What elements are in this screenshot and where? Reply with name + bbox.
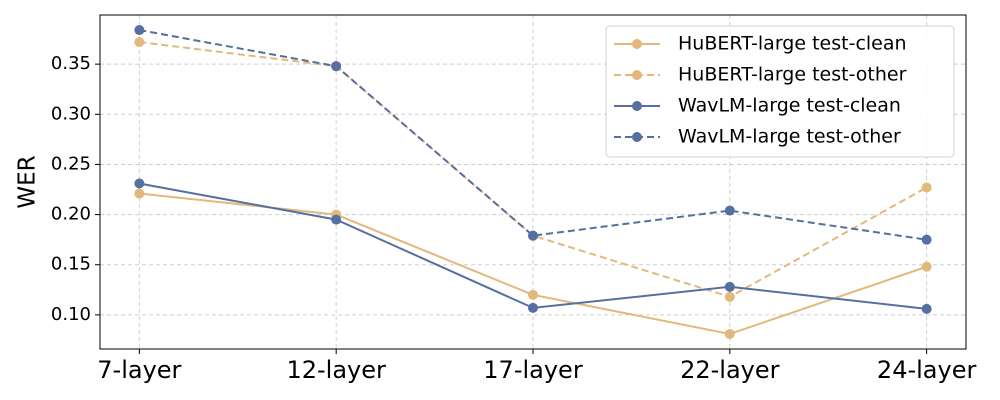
data-point (921, 303, 932, 314)
y-tick-label: 0.20 (51, 204, 91, 225)
x-tick-label: 7-layer (97, 356, 181, 384)
data-point (724, 291, 735, 302)
y-tick-label: 0.25 (51, 153, 91, 174)
legend-marker (632, 132, 642, 142)
data-point (134, 25, 145, 36)
data-point (724, 328, 735, 339)
y-tick-label: 0.35 (51, 53, 91, 74)
data-point (528, 289, 538, 300)
legend-marker (632, 39, 642, 49)
legend-marker (632, 70, 642, 80)
legend-label: HuBERT-large test-other (678, 64, 907, 86)
data-point (331, 214, 342, 225)
x-tick-label: 12-layer (286, 356, 386, 384)
legend-marker (632, 101, 642, 111)
x-tick-label: 17-layer (483, 356, 583, 384)
data-point (134, 188, 145, 199)
legend-label: WavLM-large test-clean (678, 95, 901, 117)
plot-frame (99, 14, 967, 350)
x-tick-label: 22-layer (680, 356, 780, 384)
data-point (921, 182, 932, 193)
y-tick-label: 0.15 (51, 254, 91, 275)
series-line (139, 29, 927, 241)
data-point (724, 281, 735, 292)
series-line (139, 41, 928, 298)
data-point (528, 230, 538, 241)
data-point (921, 234, 932, 245)
data-point (331, 61, 342, 72)
data-point (921, 261, 932, 272)
legend-label: HuBERT-large test-clean (678, 33, 907, 55)
legend-box (605, 25, 955, 158)
y-tick-label: 0.30 (51, 103, 91, 124)
data-point (134, 178, 145, 189)
legend-label: WavLM-large test-other (678, 126, 901, 148)
data-point (134, 37, 145, 48)
y-axis-label: WER (15, 155, 41, 208)
y-tick-label: 0.10 (51, 304, 91, 325)
data-point (528, 302, 538, 313)
x-tick-label: 24-layer (877, 356, 977, 384)
data-point (724, 205, 735, 216)
